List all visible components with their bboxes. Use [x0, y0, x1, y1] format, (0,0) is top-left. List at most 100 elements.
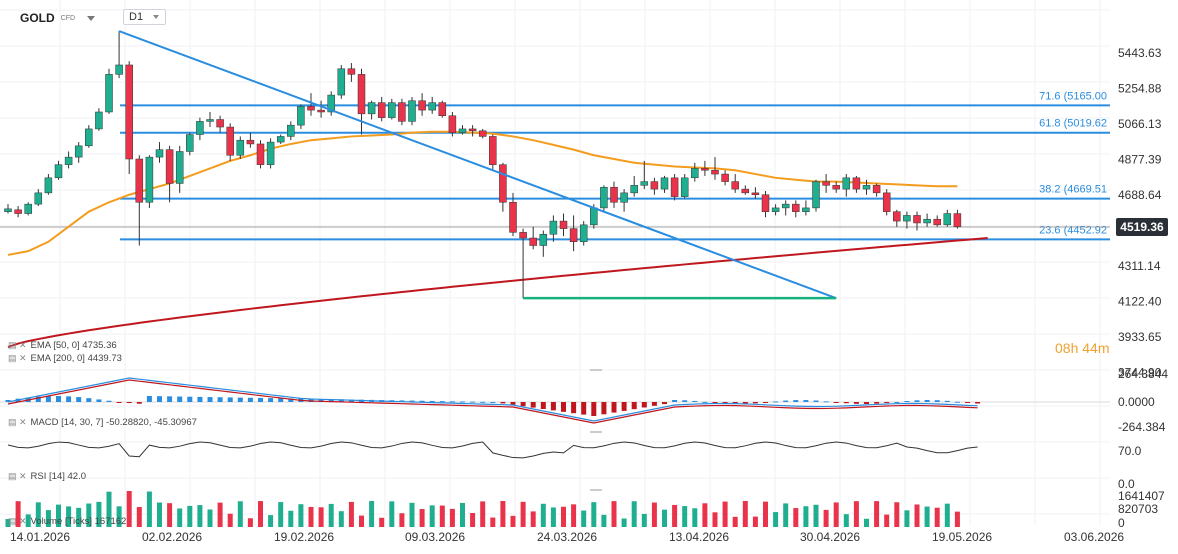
chevron-down-icon: [153, 15, 159, 19]
volume-bar: [136, 507, 142, 527]
trend-line: [118, 30, 837, 300]
volume-tick: 820703: [1118, 502, 1158, 516]
ema200-line: [7, 237, 988, 349]
ema50-legend[interactable]: ▤ ✕ EMA [50, 0] 4735.36: [8, 340, 117, 351]
macd-bar: [66, 396, 72, 402]
volume-bar: [722, 501, 728, 527]
macd-bar: [35, 396, 41, 402]
price-tick: 4877.39: [1118, 152, 1162, 166]
candle-body: [529, 237, 537, 246]
macd-bar: [45, 396, 51, 402]
macd-bar: [177, 396, 183, 402]
volume-bar: [268, 515, 274, 527]
volume-bar: [167, 503, 173, 527]
settings-icon[interactable]: ▤ ✕: [8, 516, 27, 526]
volume-bar: [843, 514, 849, 527]
macd-bar: [722, 402, 728, 404]
candle-body: [539, 233, 548, 246]
volume-bar: [561, 506, 566, 527]
symbol-selector[interactable]: GOLD CFD: [20, 9, 96, 27]
volume-bar: [732, 516, 738, 527]
candle-body: [155, 149, 164, 158]
macd-bar: [480, 401, 486, 403]
candle-body: [579, 224, 588, 243]
volume-bar: [177, 508, 183, 527]
timeframe-label: D1: [129, 11, 144, 23]
price-tick: 4688.64: [1118, 188, 1162, 202]
volume-bar: [328, 503, 334, 527]
volume-bar: [621, 518, 627, 527]
volume-bar: [954, 511, 960, 527]
rsi-line: [7, 441, 978, 459]
volume-bar: [934, 507, 940, 527]
volume-bar: [823, 509, 829, 527]
chevron-down-icon[interactable]: [87, 15, 96, 21]
macd-bar: [641, 402, 647, 408]
candle-body: [438, 102, 447, 116]
candle-body: [771, 207, 780, 212]
candle-body: [54, 164, 63, 179]
volume-bar: [874, 501, 880, 527]
settings-icon[interactable]: ▤ ✕: [8, 340, 27, 350]
volume-bar: [763, 501, 768, 527]
volume-bar: [439, 505, 445, 527]
volume-bar: [389, 501, 395, 527]
volume-bar: [611, 501, 617, 527]
volume-bar: [530, 511, 536, 527]
candle-body: [953, 213, 962, 227]
macd-bar: [96, 399, 102, 402]
volume-bar: [5, 519, 11, 527]
macd-bar: [692, 400, 698, 402]
macd-bar: [651, 402, 657, 406]
settings-icon[interactable]: ▤ ✕: [8, 417, 27, 427]
symbol-type: CFD: [60, 14, 76, 22]
volume-bar: [460, 502, 465, 527]
volume-bar: [338, 511, 344, 527]
macd-bar: [843, 402, 849, 404]
volume-bar: [550, 507, 556, 527]
macd-bar: [449, 401, 455, 403]
macd-bar: [601, 402, 607, 415]
macd-bar: [460, 401, 465, 403]
price-tick: 3744.90: [1118, 365, 1162, 379]
macd-tick: -264.384: [1118, 420, 1166, 434]
macd-bar: [439, 401, 445, 403]
timeframe-select[interactable]: D1: [123, 9, 166, 25]
candle-body: [408, 100, 416, 122]
volume-bar: [793, 508, 799, 527]
volume-bar: [217, 502, 223, 527]
macd-bar: [611, 402, 617, 413]
ema200-label: EMA [200, 0] 4439.73: [30, 353, 122, 364]
volume-legend[interactable]: ▤ ✕ Volume [Ticks] 167162: [8, 516, 126, 527]
candle-body: [428, 102, 436, 111]
macd-legend[interactable]: ▤ ✕ MACD [14, 30, 7] -50.28820, -45.3096…: [8, 417, 197, 428]
macd-bar: [965, 402, 970, 403]
candle-body: [761, 194, 770, 212]
macd-bar: [116, 402, 122, 403]
candle-body: [24, 203, 32, 214]
settings-icon[interactable]: ▤ ✕: [8, 353, 27, 363]
candle-body: [468, 128, 477, 132]
candle-body: [569, 228, 578, 243]
macd-bar: [510, 402, 516, 405]
volume-bar: [510, 515, 516, 527]
ema200-legend[interactable]: ▤ ✕ EMA [200, 0] 4439.73: [8, 353, 122, 364]
volume-tick: 1641407: [1118, 489, 1165, 503]
macd-bar: [470, 401, 476, 403]
candle-body: [670, 177, 679, 197]
volume-bar: [783, 503, 789, 527]
settings-icon[interactable]: ▤ ✕: [8, 471, 27, 481]
candle-body: [781, 203, 790, 209]
volume-bar: [944, 503, 950, 527]
rsi-legend[interactable]: ▤ ✕ RSI [14] 42.0: [8, 471, 86, 482]
candle-body: [822, 181, 830, 186]
volume-bar: [864, 518, 869, 527]
macd-tick: 264.3844: [1118, 367, 1168, 381]
candle-body: [337, 68, 346, 96]
macd-tick: 0.0000: [1118, 395, 1155, 409]
volume-bar: [752, 516, 758, 527]
macd-bar: [874, 402, 880, 404]
fib-label: 71.6 (5165.00: [1039, 90, 1107, 102]
candle-body: [509, 202, 517, 233]
